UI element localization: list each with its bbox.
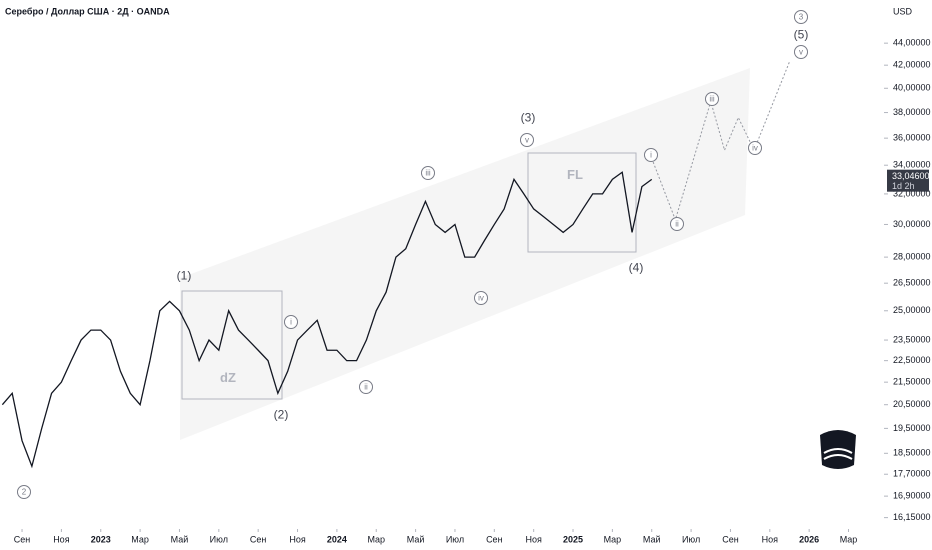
wave-label: ii — [364, 383, 368, 392]
y-tick-label: 44,00000 — [893, 38, 931, 48]
wave-label: i — [650, 151, 652, 160]
y-tick-label: 19,50000 — [893, 423, 931, 433]
wave-label: (2) — [274, 408, 289, 422]
wave-circle — [520, 133, 534, 147]
x-tick-label: 2026 — [799, 534, 819, 544]
wave-circle — [17, 485, 31, 499]
countdown: 1d 2h — [892, 181, 915, 191]
y-tick-label: 23,50000 — [893, 334, 931, 344]
wave-circle — [705, 92, 719, 106]
logo — [820, 430, 856, 469]
y-tick-label: 30,00000 — [893, 219, 931, 229]
x-tick-label: Мар — [840, 534, 858, 544]
wave-circle — [474, 291, 488, 305]
y-tick-label: 22,50000 — [893, 355, 931, 365]
wave-label: iv — [478, 294, 484, 303]
x-tick-label: Ноя — [53, 534, 70, 544]
x-tick-label: Сен — [722, 534, 739, 544]
wave-label: iv — [752, 144, 758, 153]
y-tick-label: 18,50000 — [893, 448, 931, 458]
x-tick-label: Мар — [604, 534, 622, 544]
wave-label: (4) — [629, 261, 644, 275]
y-tick-label: 25,00000 — [893, 305, 931, 315]
x-tick-label: Май — [643, 534, 661, 544]
dz-box — [181, 290, 283, 400]
wave-label: iii — [709, 95, 715, 104]
x-tick-label: 2025 — [563, 534, 583, 544]
price-label-bg — [887, 169, 929, 192]
x-tick-label: 2024 — [327, 534, 347, 544]
plot: 44,00000 42,00000 40,00000 38,00000 36,00000… — [1, 10, 931, 544]
wave-label: v — [525, 136, 529, 145]
y-tick-label: 26,50000 — [893, 278, 931, 288]
wave-circle — [284, 315, 298, 329]
y-tick-label: 36,00000 — [893, 133, 931, 143]
fl-box — [527, 152, 637, 253]
x-tick-label: Сен — [14, 534, 31, 544]
x-tick-label: Сен — [486, 534, 503, 544]
x-tick-label: Май — [171, 534, 189, 544]
y-tick-label: 32,00000 — [893, 188, 931, 198]
wave-label: i — [290, 318, 292, 327]
y-tick-label: 17,70000 — [893, 469, 931, 479]
wave-label: (3) — [521, 111, 536, 125]
y-tick-label: 40,00000 — [893, 83, 931, 93]
wave-label: (1) — [177, 269, 192, 283]
wave-label: FL — [567, 167, 583, 182]
y-tick-label: 42,00000 — [893, 60, 931, 70]
wave-label: v — [799, 48, 803, 57]
x-tick-label: Май — [407, 534, 425, 544]
y-tick-label: 38,00000 — [893, 107, 931, 117]
x-tick-label: Ноя — [525, 534, 542, 544]
x-tick-label: Июл — [446, 534, 464, 544]
y-tick-label: 20,50000 — [893, 399, 931, 409]
y-tick-label: 28,00000 — [893, 251, 931, 261]
x-tick-label: Июл — [210, 534, 228, 544]
wave-label: ii — [675, 220, 679, 229]
wave-label: dZ — [220, 370, 236, 385]
x-tick-label: 2023 — [91, 534, 111, 544]
wave-circle — [794, 10, 808, 24]
price-label: 33,04600 — [892, 171, 930, 181]
x-tick-label: Мар — [367, 534, 385, 544]
x-tick-label: Ноя — [289, 534, 306, 544]
y-tick-label: 21,50000 — [893, 377, 931, 387]
wave-label: iii — [425, 169, 431, 178]
y-tick-label: 34,00000 — [893, 160, 931, 170]
chart-title: Серебро / Доллар США · 2Д · OANDA — [5, 6, 170, 16]
wave-circle — [748, 141, 762, 155]
wave-label: 3 — [799, 13, 804, 22]
currency: USD — [893, 6, 913, 16]
x-tick-label: Июл — [682, 534, 700, 544]
wave-circle — [421, 166, 435, 180]
x-tick-label: Сен — [250, 534, 267, 544]
price-line — [1, 171, 653, 469]
wave-label: 2 — [22, 488, 27, 497]
wave-circle — [359, 380, 373, 394]
channel — [180, 68, 750, 440]
y-tick-label: 16,90000 — [893, 491, 931, 501]
wave-label: (5) — [794, 28, 809, 42]
x-tick-label: Ноя — [762, 534, 779, 544]
y-tick-label: 16,15000 — [893, 512, 931, 522]
wave-circle — [644, 148, 658, 162]
x-tick-label: Мар — [131, 534, 149, 544]
wave-circle — [794, 45, 808, 59]
wave-circle — [670, 217, 684, 231]
